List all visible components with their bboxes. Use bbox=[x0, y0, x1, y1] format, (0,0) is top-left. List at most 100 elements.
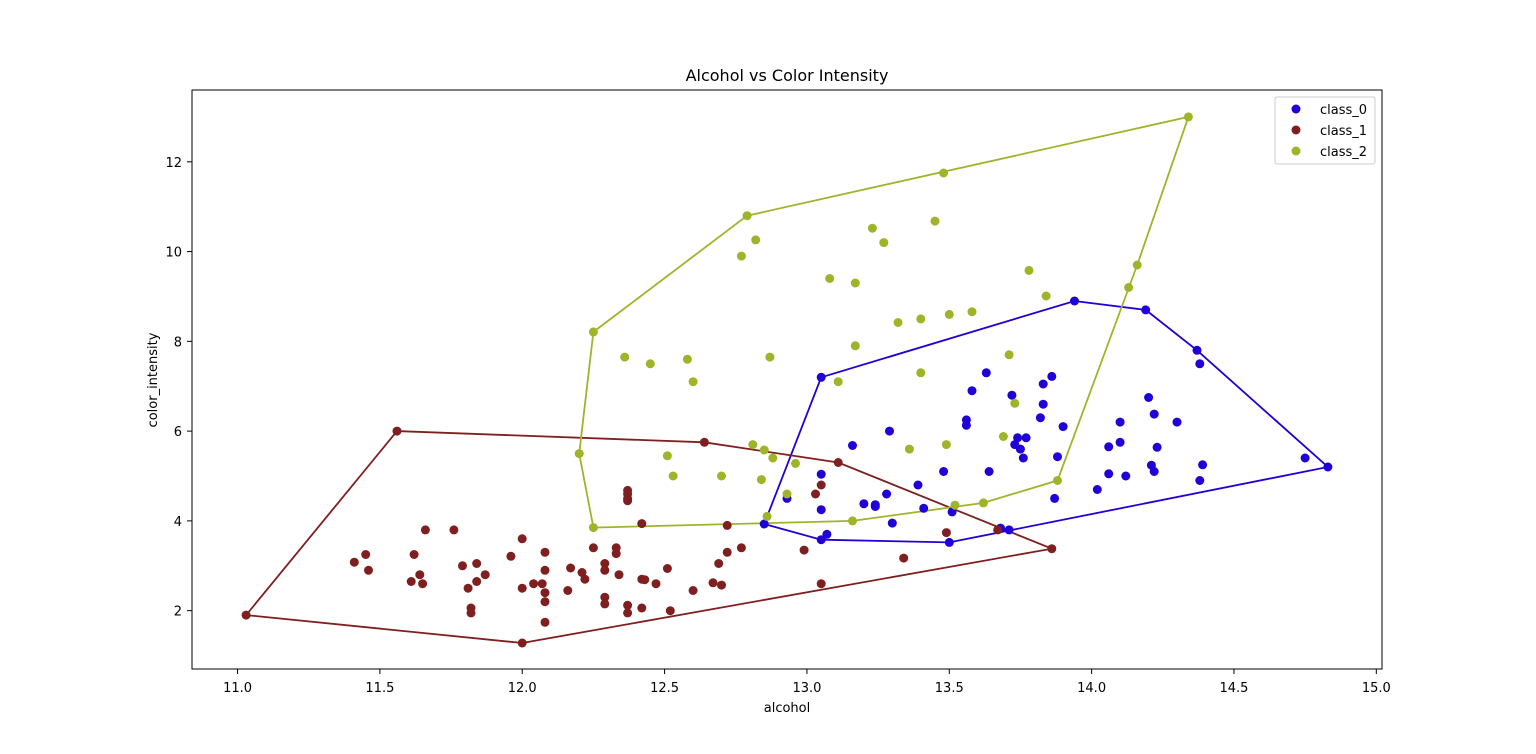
point-class_2-11 bbox=[904, 444, 914, 454]
point-class_0-33 bbox=[1018, 453, 1028, 463]
point-class_1-52 bbox=[665, 606, 675, 616]
point-class_0-31 bbox=[967, 386, 977, 396]
y-tick-label: 4 bbox=[174, 515, 182, 530]
point-class_0-54 bbox=[1013, 433, 1023, 443]
point-class_2-27 bbox=[645, 359, 655, 369]
legend-box bbox=[1274, 96, 1376, 165]
point-class_1-18 bbox=[472, 577, 482, 586]
point-class_0-41 bbox=[919, 503, 929, 513]
y-tick-label: 12 bbox=[165, 156, 182, 171]
x-tick-label: 11.0 bbox=[223, 681, 252, 696]
x-tick-label: 13.0 bbox=[792, 681, 821, 696]
point-class_2-7 bbox=[668, 471, 678, 481]
legend-label-class_2: class_2 bbox=[1320, 145, 1367, 160]
x-tick-label: 12.0 bbox=[508, 681, 537, 696]
point-class_0-44 bbox=[816, 469, 826, 479]
x-tick-label: 11.5 bbox=[365, 681, 394, 696]
point-class_1-54 bbox=[349, 557, 359, 567]
point-class_2-35 bbox=[1010, 398, 1020, 408]
point-class_1-20 bbox=[717, 580, 726, 590]
point-class_1-38 bbox=[600, 565, 610, 575]
point-class_2-28 bbox=[1183, 112, 1193, 122]
point-class_1-57 bbox=[466, 608, 476, 618]
point-class_1-8 bbox=[623, 485, 633, 495]
x-axis-label: alcohol bbox=[764, 701, 810, 716]
point-class_1-39 bbox=[623, 493, 633, 503]
legend: class_0 class_1 class_2 bbox=[1274, 96, 1376, 165]
point-class_0-52 bbox=[1035, 413, 1045, 423]
point-class_1-48 bbox=[722, 547, 732, 557]
point-class_1-49 bbox=[580, 574, 590, 584]
point-class_1-2 bbox=[699, 437, 709, 447]
point-class_1-12 bbox=[1047, 544, 1057, 554]
point-class_0-19 bbox=[984, 467, 994, 476]
point-class_1-19 bbox=[611, 543, 621, 553]
point-class_0-48 bbox=[1115, 417, 1125, 427]
point-class_0-5 bbox=[1144, 393, 1154, 402]
point-class_0-28 bbox=[1050, 493, 1060, 503]
point-class_0-49 bbox=[1070, 296, 1079, 306]
point-class_0-43 bbox=[870, 500, 880, 510]
point-class_1-53 bbox=[449, 525, 459, 535]
y-axis-ticks: 2 4 6 8 10 12 bbox=[165, 156, 192, 620]
point-class_1-59 bbox=[736, 543, 746, 553]
point-class_0-14 bbox=[1195, 359, 1205, 369]
point-class_0-22 bbox=[1004, 525, 1014, 535]
x-tick-label: 14.0 bbox=[1077, 681, 1106, 696]
point-class_1-64 bbox=[816, 579, 826, 589]
point-class_1-55 bbox=[540, 565, 550, 575]
point-class_1-0 bbox=[623, 608, 633, 618]
point-class_1-31 bbox=[540, 588, 550, 598]
point-class_0-37 bbox=[816, 505, 826, 515]
point-class_1-27 bbox=[563, 586, 573, 595]
point-class_0-58 bbox=[1007, 390, 1017, 400]
point-class_0-26 bbox=[913, 480, 923, 490]
point-class_1-11 bbox=[600, 559, 610, 568]
point-class_1-47 bbox=[588, 543, 598, 553]
point-class_1-21 bbox=[517, 583, 527, 593]
point-class_0-36 bbox=[882, 489, 892, 499]
point-class_1-51 bbox=[364, 565, 373, 575]
point-class_0-1 bbox=[859, 499, 869, 509]
point-class_2-31 bbox=[998, 432, 1008, 441]
plot-area bbox=[191, 89, 1383, 670]
point-class_0-23 bbox=[759, 519, 769, 529]
point-class_0-29 bbox=[1092, 485, 1102, 494]
point-class_2-17 bbox=[765, 352, 775, 362]
point-class_1-65 bbox=[480, 570, 490, 580]
point-class_1-26 bbox=[708, 578, 718, 588]
point-class_2-13 bbox=[978, 498, 988, 508]
point-class_0-2 bbox=[848, 441, 857, 450]
point-class_0-18 bbox=[1141, 305, 1151, 315]
x-tick-label: 13.5 bbox=[935, 681, 964, 696]
point-class_2-26 bbox=[1041, 291, 1051, 301]
point-class_1-33 bbox=[714, 559, 724, 568]
point-class_2-32 bbox=[759, 445, 769, 455]
y-axis-label: color_intensity bbox=[146, 332, 161, 427]
point-class_1-41 bbox=[540, 547, 550, 557]
point-class_2-24 bbox=[682, 354, 692, 364]
point-class_1-68 bbox=[458, 561, 467, 571]
legend-marker-class_0 bbox=[1291, 104, 1301, 114]
point-class_1-66 bbox=[537, 579, 547, 589]
point-class_1-29 bbox=[415, 570, 425, 580]
point-class_2-1 bbox=[768, 453, 778, 463]
point-class_2-20 bbox=[944, 309, 954, 319]
point-class_1-40 bbox=[600, 592, 610, 602]
point-class_2-2 bbox=[748, 440, 758, 450]
point-class_0-10 bbox=[1115, 437, 1125, 447]
point-class_0-9 bbox=[1047, 371, 1057, 381]
point-class_2-5 bbox=[688, 377, 698, 387]
point-class_0-38 bbox=[822, 529, 832, 539]
y-tick-label: 2 bbox=[174, 605, 182, 620]
point-class_1-61 bbox=[361, 550, 371, 559]
point-class_0-30 bbox=[1010, 440, 1020, 450]
point-class_1-24 bbox=[816, 480, 826, 490]
point-class_1-50 bbox=[406, 577, 416, 586]
point-class_2-46 bbox=[850, 278, 860, 288]
point-class_2-4 bbox=[662, 451, 672, 461]
point-class_1-13 bbox=[941, 528, 951, 538]
point-class_2-47 bbox=[1124, 283, 1134, 292]
point-class_1-7 bbox=[833, 458, 843, 467]
